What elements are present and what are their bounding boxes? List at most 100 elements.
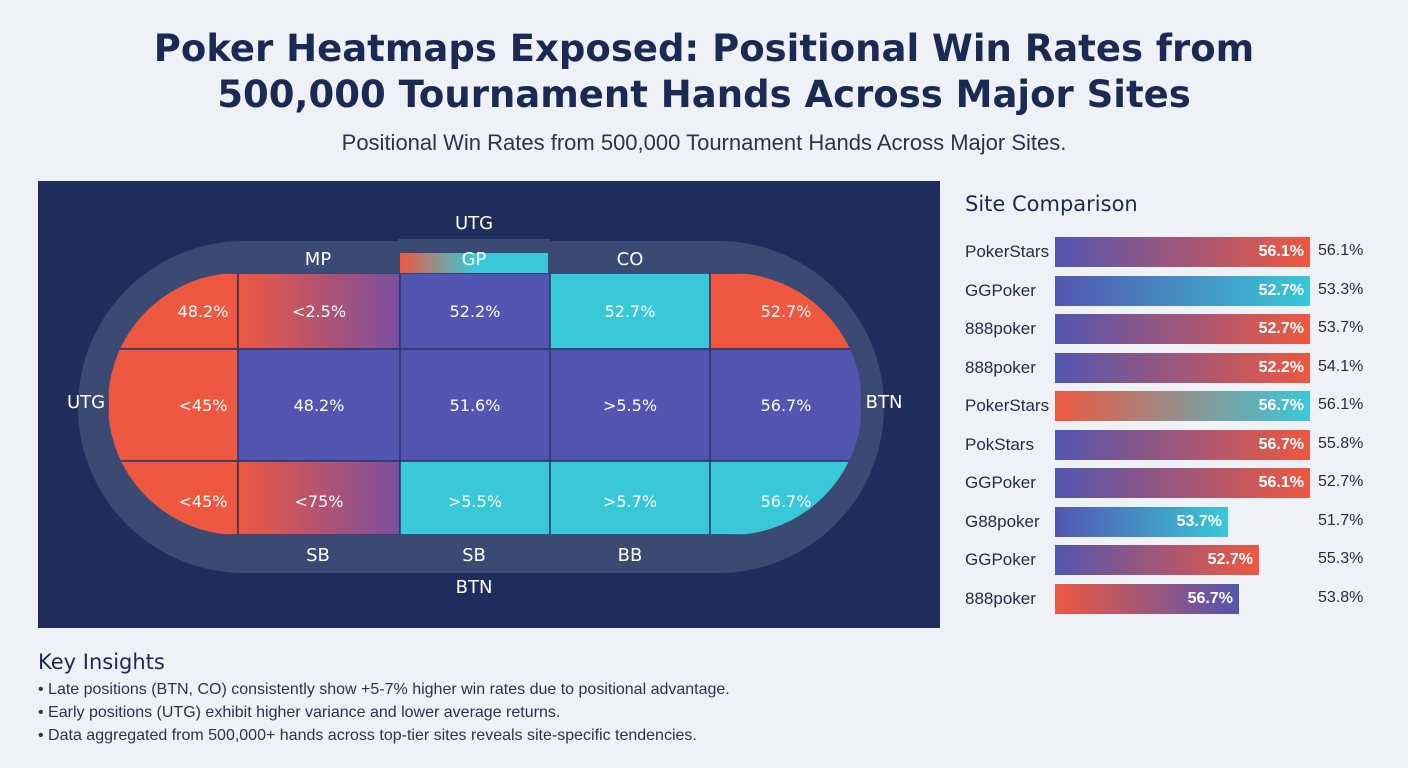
site-side-value: 55.3% — [1318, 550, 1364, 567]
title-line-2: 500,000 Tournament Hands Across Major Si… — [217, 73, 1191, 116]
site-bar: 56.7% — [1055, 429, 1310, 460]
site-row: PokerStars 56.1% 56.1% — [965, 234, 1385, 273]
site-row: 888poker 52.7% 53.7% — [965, 311, 1385, 350]
site-bar: 52.7% — [1055, 275, 1310, 306]
seat-label-btn-bottom: BTN — [456, 577, 493, 598]
seat-labels: UTG MP GP CO UTG BTN SB SB BB BTN — [67, 213, 902, 598]
heatmap-value: >5.7% — [603, 492, 657, 511]
site-bar: 56.7% — [1055, 583, 1239, 614]
site-row: G88poker 53.7% 51.7% — [965, 504, 1385, 543]
site-side-value: 55.8% — [1318, 434, 1364, 452]
site-bar-value: 52.7% — [1258, 320, 1304, 337]
site-bar-value: 56.1% — [1258, 474, 1304, 491]
insight-item: Early positions (UTG) exhibit higher var… — [38, 701, 730, 724]
site-bar-value: 56.7% — [1258, 435, 1304, 453]
site-bar-value: 52.2% — [1258, 358, 1304, 376]
site-bar: 52.7% — [1055, 314, 1310, 344]
key-insights: Key Insights Late positions (BTN, CO) co… — [38, 650, 730, 747]
heatmap-cell-r2-c1 — [237, 460, 401, 535]
heatmap-value: 48.2% — [178, 302, 229, 321]
heatmap-cell-r1-c3 — [549, 348, 711, 462]
heatmap-value: <45% — [179, 396, 228, 415]
heatmap-value: 56.7% — [761, 396, 812, 415]
seat-label-gp: GP — [462, 249, 487, 270]
heatmap-value: 52.7% — [605, 302, 656, 321]
heatmap-value: 51.6% — [450, 396, 501, 415]
site-row: PokerStars 56.7% 56.1% — [965, 388, 1385, 427]
heatmap-cell-r2-c3 — [549, 460, 711, 535]
site-name: 888poker — [965, 357, 1036, 377]
heatmap-cell-r1-c4 — [709, 348, 862, 462]
site-name: 888poker — [965, 588, 1036, 608]
site-bar: 56.1% — [1055, 468, 1310, 498]
site-side-value: 56.1% — [1318, 242, 1364, 259]
site-side-value: 56.1% — [1318, 396, 1364, 413]
site-bar: 56.7% — [1055, 391, 1310, 421]
site-side-value: 53.3% — [1318, 280, 1364, 298]
site-side-value: 51.7% — [1318, 511, 1364, 529]
site-side-value: 53.8% — [1318, 588, 1364, 606]
site-name: PokerStars — [965, 396, 1050, 415]
seat-label-utg-top: UTG — [455, 213, 493, 234]
poker-table-heatmap: 48.2% <2.5% 52.2% 52.7% 52.7% <45% 48.2% 51.6% >… — [67, 213, 902, 598]
site-comparison-bars: PokerStars 56.1% 56.1% GGPoker 52.7% 53.3% 888… — [965, 234, 1385, 619]
key-insights-heading: Key Insights — [38, 650, 165, 674]
heatmap-value: 48.2% — [294, 396, 345, 415]
site-bar-value: 52.7% — [1258, 281, 1304, 299]
site-name: GGPoker — [965, 280, 1036, 300]
site-row: 888poker 52.2% 54.1% — [965, 350, 1385, 389]
heatmap-values: 48.2% <2.5% 52.2% 52.7% 52.7% <45% 48.2% 51.6% >… — [178, 302, 812, 511]
site-name: 888poker — [965, 319, 1036, 338]
site-bar: 52.7% — [1055, 545, 1259, 575]
bottom-notch — [398, 533, 550, 573]
insight-item: Data aggregated from 500,000+ hands acro… — [38, 724, 730, 747]
seat-label-utg-left: UTG — [67, 392, 105, 413]
seat-label-mp: MP — [305, 249, 332, 270]
site-row: 888poker 56.7% 53.8% — [965, 581, 1385, 620]
heatmap-value: <75% — [295, 492, 344, 511]
heatmap-cell-r1-c1 — [237, 348, 401, 462]
site-bar-value: 56.1% — [1258, 243, 1304, 260]
heatmap-cells — [108, 273, 862, 535]
heatmap-value: 52.7% — [761, 302, 812, 321]
site-side-value: 53.7% — [1318, 319, 1364, 336]
heatmap-cell-r2-c2 — [399, 460, 551, 535]
seat-label-btn-right: BTN — [866, 392, 903, 413]
site-bar-value: 56.7% — [1187, 589, 1233, 607]
site-row: PokStars 56.7% 55.8% — [965, 427, 1385, 466]
heatmap-value: >5.5% — [448, 492, 502, 511]
site-row: GGPoker 52.7% 53.3% — [965, 273, 1385, 312]
site-name: GGPoker — [965, 473, 1036, 492]
gp-strip — [400, 253, 548, 273]
heatmap-value: 52.2% — [450, 302, 501, 321]
site-side-value: 54.1% — [1318, 357, 1364, 375]
site-bar-value: 53.7% — [1176, 512, 1222, 530]
seat-label-co: CO — [617, 249, 644, 270]
page-subtitle: Positional Win Rates from 500,000 Tourna… — [341, 130, 1067, 155]
seat-label-bb: BB — [618, 545, 643, 566]
heatmap-value: >5.5% — [603, 396, 657, 415]
heatmap-value: 56.7% — [761, 492, 812, 511]
heatmap-panel: 48.2% <2.5% 52.2% 52.7% 52.7% <45% 48.2% 51.6% >… — [38, 181, 940, 628]
site-bar: 53.7% — [1055, 506, 1228, 537]
site-row: GGPoker 52.7% 55.3% — [965, 542, 1385, 581]
site-name: GGPoker — [965, 550, 1036, 569]
site-name: PokStars — [965, 434, 1034, 454]
site-bar-value: 56.7% — [1258, 397, 1304, 414]
site-row: GGPoker 56.1% 52.7% — [965, 465, 1385, 504]
site-bar: 56.1% — [1055, 237, 1310, 267]
page-title: Poker Heatmaps Exposed: Positional Win R… — [0, 26, 1408, 118]
site-side-value: 52.7% — [1318, 473, 1364, 490]
insight-item: Late positions (BTN, CO) consistently sh… — [38, 678, 730, 701]
site-bar-value: 52.7% — [1207, 551, 1253, 568]
heatmap-value: <45% — [179, 492, 228, 511]
seat-label-sb-2: SB — [462, 545, 486, 566]
site-comparison-title: Site Comparison — [965, 192, 1138, 216]
site-name: PokerStars — [965, 242, 1050, 261]
heatmap-value: <2.5% — [292, 302, 346, 321]
seat-label-sb-1: SB — [306, 545, 330, 566]
site-bar: 52.2% — [1055, 352, 1310, 383]
key-insights-list: Late positions (BTN, CO) consistently sh… — [38, 678, 730, 747]
heatmap-cell-r0-c2 — [399, 273, 551, 350]
site-name: G88poker — [965, 511, 1040, 531]
